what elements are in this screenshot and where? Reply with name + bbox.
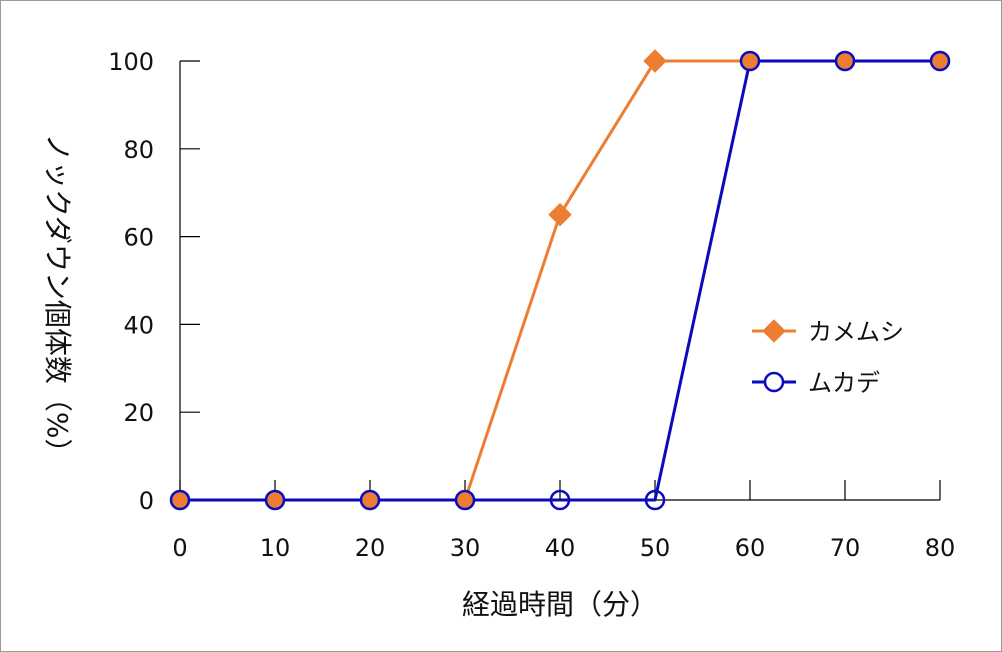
point-mukade — [359, 489, 381, 511]
x-tick-label: 40 — [545, 534, 576, 562]
y-tick-label: 80 — [123, 136, 154, 164]
y-tick-label: 100 — [108, 48, 154, 76]
legend-marker-mukade — [763, 371, 785, 393]
legend-label-kamemushi: カメムシ — [808, 318, 904, 346]
x-tick-label: 60 — [735, 534, 766, 562]
legend-label-mukade: ムカデ — [808, 369, 880, 397]
y-tick-label: 40 — [123, 311, 154, 339]
x-tick-label: 70 — [830, 534, 861, 562]
x-tick-label: 80 — [925, 534, 956, 562]
point-mukade — [739, 50, 761, 72]
y-tick-label: 60 — [123, 224, 154, 252]
point-mukade — [644, 489, 666, 511]
point-kamemushi — [643, 49, 667, 73]
x-tick-label: 0 — [172, 534, 187, 562]
x-tick-label: 30 — [450, 534, 481, 562]
y-axis-title: ノックダウン個体数（%） — [41, 134, 74, 467]
point-mukade — [929, 50, 951, 72]
y-tick-label: 0 — [139, 487, 154, 515]
series-line-mukade — [180, 59, 940, 502]
x-axis-title: 経過時間（分） — [462, 588, 658, 621]
markers — [169, 49, 951, 511]
y-tick-label: 20 — [123, 399, 154, 427]
point-mukade — [454, 489, 476, 511]
point-mukade — [549, 489, 571, 511]
legend-marker-kamemushi — [762, 319, 786, 343]
point-mukade — [169, 489, 191, 511]
point-mukade — [264, 489, 286, 511]
x-tick-label: 20 — [355, 534, 386, 562]
x-tick-label: 50 — [640, 534, 671, 562]
x-tick-label: 10 — [260, 534, 291, 562]
series — [180, 59, 940, 502]
series-line-kamemushi — [180, 59, 940, 502]
axes — [179, 61, 940, 501]
ticks: 0 20 40 60 80 100 0 10 20 30 40 50 60 70 80 — [108, 48, 955, 562]
point-kamemushi — [548, 202, 572, 227]
point-mukade — [834, 50, 856, 72]
